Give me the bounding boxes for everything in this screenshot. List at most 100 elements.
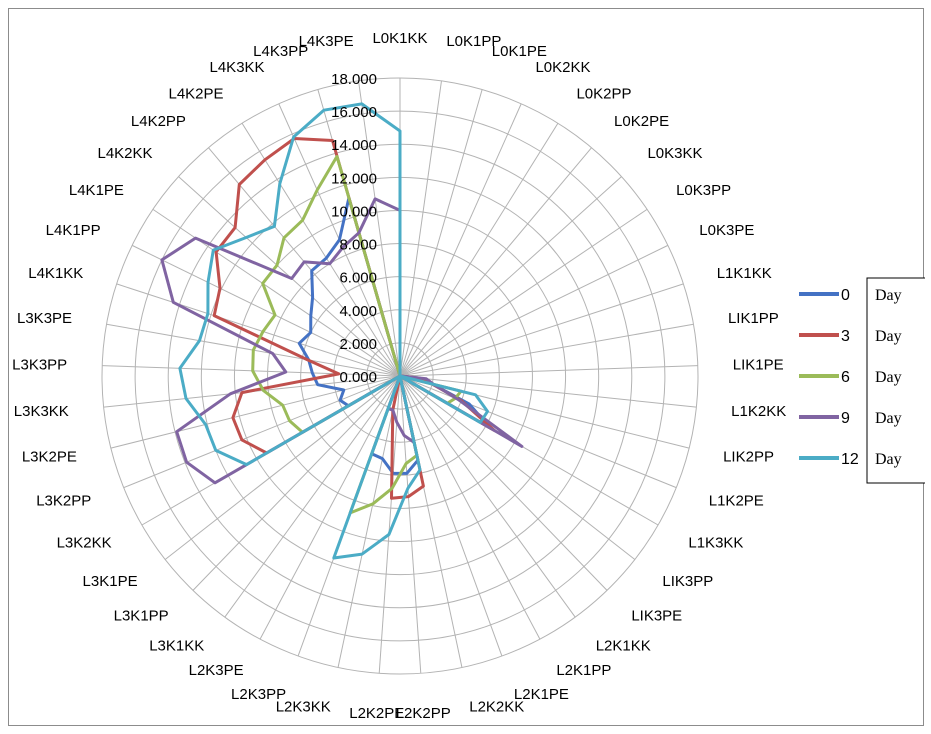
grid-spoke [337,375,401,668]
grid-spoke [399,323,694,377]
grid-spoke [164,375,401,560]
legend-series-number: 3 [841,328,850,345]
series-line-12 [178,102,489,560]
legend-series-number: 9 [841,410,850,427]
grid-spoke [399,103,522,377]
grid-spoke [241,123,401,377]
category-label: LIK2PP [723,449,774,466]
legend-label: Day [875,328,902,345]
tick-label: 18.000 [331,71,377,88]
grid-spoke [399,375,576,618]
category-label: L4K1PE [69,182,124,199]
tick-label: 10.000 [331,203,377,220]
grid-spoke [152,208,401,377]
tick-label: 16.000 [331,104,377,121]
grid-spoke [399,80,442,377]
category-label: L3K2PE [22,449,77,466]
radial-tick-labels: 0.000 2.000 4.000 6.000 8.000 10.000 12.000 14.… [331,71,377,386]
category-label: L2K3KK [276,699,331,716]
category-label: L3K2KK [57,535,112,552]
chart-frame: L0K1KK L0K1PP L0K1PE L0K2KK L0K2PP L0K2PE L0K3… [8,8,925,726]
category-label: LIK1PE [733,356,784,373]
category-label: L4K3KK [210,59,265,76]
category-label: L3K1PP [114,608,169,625]
category-label: L4K1PP [46,222,101,239]
category-label: L2K1KK [596,637,651,654]
category-label: L2K3PP [231,686,286,703]
grid-spoke [399,176,622,377]
category-label: LIK1PP [728,310,779,327]
grid-spoke [399,283,684,377]
category-label: L0K2PP [576,86,631,103]
legend-series-number: 12 [841,451,859,468]
grid-spoke [399,147,592,377]
category-label: L2K2KK [469,699,524,716]
grid-spoke [110,375,401,449]
category-label: L2K2PP [396,705,451,722]
category-label: L2K3PE [189,662,244,679]
category-label: L1K2PE [709,493,764,510]
legend-mask [868,281,884,305]
grid-spoke [399,375,503,657]
grid-spoke [259,375,401,640]
category-label: L3K3KK [14,403,69,420]
category-label: L4K2PP [131,113,186,130]
grid-spoke [399,375,636,560]
legend-mask [868,322,884,346]
legend-label: Day [875,451,902,468]
grid-spoke [358,80,401,377]
grid-spoke [116,283,401,377]
category-label: L1K2KK [731,403,786,420]
legend: 0 Day 3 Day 6 Day 9 Day 12 Day [799,277,925,484]
grid-spoke [192,375,401,591]
category-label: L0K1KK [372,30,427,47]
legend-series-number: 6 [841,369,850,386]
category-label: L4K3PE [299,33,354,50]
category-label: L0K3KK [647,145,702,162]
tick-label: 2.000 [339,336,377,353]
grid-spoke [378,375,401,674]
category-label: L3K3PP [12,356,67,373]
grid-spoke [399,375,608,591]
legend-label: Day [875,287,902,304]
category-label: L3K1KK [149,637,204,654]
tick-label: 4.000 [339,303,377,320]
category-label: L3K3PE [17,310,72,327]
legend-mask [868,404,884,428]
legend-label: Day [875,410,902,427]
category-label: L2K2PE [349,705,404,722]
category-label: L0K1PP [446,33,501,50]
grid-spoke [399,244,669,377]
category-label: L2K1PP [556,662,611,679]
grid-spoke [399,123,559,377]
grid-spoke [399,375,422,674]
tick-label: 8.000 [339,237,377,254]
tick-label: 0.000 [339,369,377,386]
category-label: L4K3PP [253,43,308,60]
legend-mask [868,445,884,469]
legend-mask [868,363,884,387]
series-line-9 [160,197,524,485]
category-label: L3K1PE [83,573,138,590]
category-label: L4K2KK [97,145,152,162]
category-label: L0K1PE [492,43,547,60]
category-label: LIK3PE [631,608,682,625]
category-label: L0K3PE [699,222,754,239]
grid-spoke [399,375,677,489]
grid-spoke [399,365,698,377]
grid-spoke [399,208,648,377]
category-label: L0K3PP [676,182,731,199]
category-label: L3K2PP [36,493,91,510]
category-label: L1K3KK [688,535,743,552]
grid-spoke [123,375,401,489]
category-label: L4K2PE [168,86,223,103]
grid-spoke [399,89,483,377]
grid-spoke [131,244,401,377]
category-label: L1K1KK [717,265,772,282]
legend-label: Day [875,369,902,386]
legend-series-number: 0 [841,287,850,304]
series-layer [160,102,524,560]
category-label: LIK3PP [662,573,713,590]
